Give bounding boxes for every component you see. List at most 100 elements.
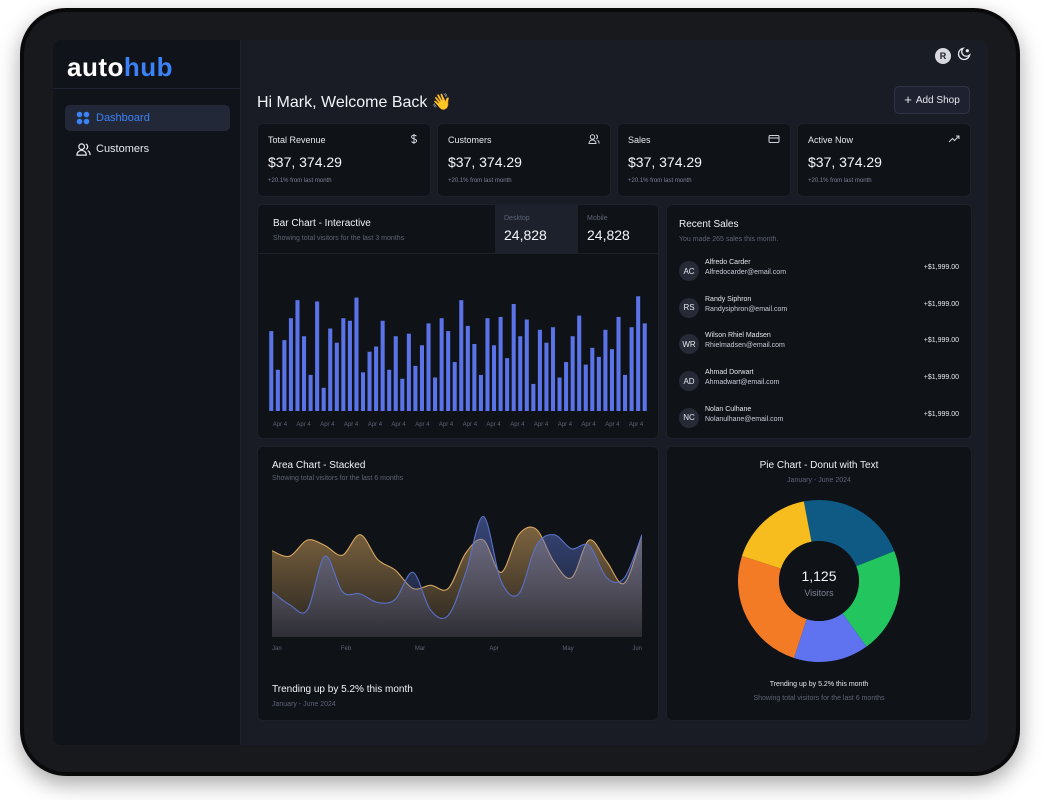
stat-value: $37, 374.29 [808,154,882,170]
x-tick-label: Apr 4 [344,422,359,428]
avatar[interactable]: R [935,48,951,64]
theme-toggle-icon[interactable] [957,46,972,66]
donut-chart [737,499,900,663]
stat-title: Sales [628,135,651,145]
logo[interactable]: autohub [67,52,173,83]
bar [328,328,333,411]
bar [524,319,529,411]
x-tick-label: Apr 4 [368,422,383,428]
x-tick-label: Feb [341,646,352,652]
area-series-mobile [272,516,642,637]
bar [341,318,346,411]
x-tick-label: Apr 4 [415,422,430,428]
bar [360,372,366,411]
bar [387,369,392,411]
sale-name: Alfredo Carder [705,259,751,266]
bar [302,336,307,411]
users-icon [74,140,92,158]
x-tick-label: Apr 4 [629,422,644,428]
sale-name: Randy Siphron [705,295,752,303]
desktop-label: Desktop [504,215,530,222]
bar [590,347,595,411]
bar [498,316,503,411]
bar [629,327,634,411]
area-chart-subtitle: Showing total visitors for the last 6 mo… [272,475,404,482]
sale-row[interactable]: RS Randy Siphron Randysiphron@email.com +$1… [679,296,959,320]
pie-chart-title: Pie Chart - Donut with Text [759,460,879,471]
recent-sales-card: Recent Sales You made 265 sales this mon… [666,204,972,439]
bar [616,316,621,411]
stat-card-revenue: Total Revenue $37, 374.29 +20.1% from la… [257,123,431,197]
pie-chart-subtitle: January - June 2024 [787,477,851,484]
donut-slice [741,501,812,569]
sale-row[interactable]: AD Ahmad Dorwart Ahmadwart@email.com +$1,99… [679,369,959,393]
stat-card-sales: Sales $37, 374.29 +20.1% from last month [617,123,791,197]
bar [609,349,614,411]
sale-row[interactable]: AC Alfredo Carder Alfredocarder@email.com +… [679,259,959,283]
stat-title: Total Revenue [268,135,326,145]
donut-slice [793,613,867,663]
sale-email: Randysiphron@email.com [705,305,788,313]
recent-sales-title: Recent Sales [679,219,739,230]
sidebar-item-dashboard[interactable]: Dashboard [65,105,230,131]
sale-row[interactable]: NC Nolan Culhane Nolanulhane@email.com +$1,… [679,406,959,430]
donut-center-label: Visitors [804,588,834,598]
bar [485,318,490,411]
x-tick-label: Jun [632,646,642,652]
donut-center-value: 1,125 [801,568,837,584]
x-tick-label: Apr [489,646,498,652]
bar [288,318,293,411]
sale-email: Ahmadwart@email.com [705,379,780,387]
x-tick-label: Jan [272,646,282,652]
sale-amount: +$1,999.00 [923,374,959,382]
bar [282,340,287,411]
sale-name: Wilson Rhiel Madsen [705,332,771,340]
top-actions: R [935,46,972,66]
bar [406,333,411,411]
bar [374,346,379,411]
bar-chart-subtitle: Showing total visitors for the last 3 mo… [273,235,405,242]
bar [452,362,457,411]
bar [577,315,582,411]
sale-avatar: WR [679,334,699,355]
donut-hole [779,541,859,621]
mobile-label: Mobile [587,215,608,222]
sale-row[interactable]: WR Wilson Rhiel Madsen Rhielmadsen@email.c… [679,332,959,356]
pie-footer-sub: Showing total visitors for the last 6 mo… [753,695,885,702]
bar [465,325,470,411]
bar [433,377,438,411]
add-shop-button[interactable]: + Add Shop [894,86,970,114]
dollar-icon [410,134,418,144]
logo-hub: hub [123,52,174,82]
x-tick-label: Apr 4 [486,422,501,428]
area-chart-footer-sub: January - June 2024 [272,701,336,708]
area-line-mobile [272,515,642,619]
bar [636,296,641,411]
tab-mobile[interactable]: Mobile 24,828 [577,205,658,253]
tab-desktop[interactable]: Desktop 24,828 [495,205,577,253]
card-icon [768,135,780,143]
sidebar-item-customers[interactable]: Customers [65,136,230,162]
bar [354,297,359,411]
bar [564,362,569,411]
x-tick-label: Apr 4 [534,422,549,428]
x-tick-label: Apr 4 [296,422,311,428]
sale-amount: +$1,999.00 [923,264,959,271]
bar [321,387,326,411]
sidebar: autohub Dashboard Customers [53,40,241,745]
sidebar-item-label: Dashboard [96,112,150,124]
bar [315,301,320,411]
x-tick-label: Apr 4 [273,422,288,428]
x-tick-label: Apr 4 [581,422,596,428]
bar [334,342,339,411]
bar [544,342,549,411]
recent-sales-subtitle: You made 265 sales this month. [679,236,779,243]
sale-avatar: AC [679,261,699,281]
stat-card-active: Active Now $37, 374.29 +20.1% from last … [797,123,971,197]
sale-email: Nolanulhane@email.com [705,415,784,423]
add-shop-label: Add Shop [915,94,960,106]
stat-card-customers: Customers $37, 374.29 +20.1% from last m… [437,123,611,197]
x-tick-label: Apr 4 [463,422,478,428]
sale-name: Nolan Culhane [705,405,752,413]
donut-slice [737,555,807,659]
